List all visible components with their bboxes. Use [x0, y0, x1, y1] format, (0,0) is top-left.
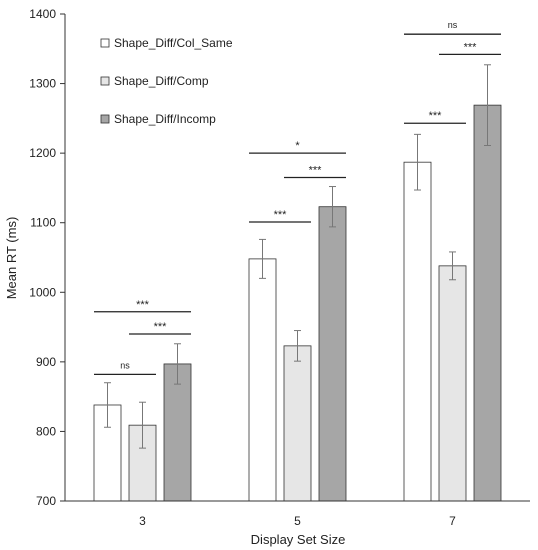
legend-label: Shape_Diff/Incomp [114, 112, 216, 126]
legend-swatch [100, 114, 110, 124]
bar [473, 104, 502, 502]
bar [248, 258, 277, 502]
significance-label: ns [448, 20, 458, 30]
x-tick-label: 5 [294, 514, 301, 528]
significance-label: *** [429, 110, 443, 122]
bar [438, 265, 467, 502]
x-tick-label: 7 [449, 514, 456, 528]
y-tick-label: 1200 [29, 146, 56, 160]
legend-swatch [100, 38, 110, 48]
legend-label: Shape_Diff/Col_Same [114, 36, 233, 50]
legend-label: Shape_Diff/Comp [114, 74, 209, 88]
y-axis-title: Mean RT (ms) [4, 217, 19, 300]
bar [403, 161, 432, 502]
significance-label: * [295, 140, 300, 152]
x-tick-label: 3 [139, 514, 146, 528]
y-tick-labels: 700 800 900 1000 1100 1200 1300 1400 [29, 7, 56, 508]
x-tick-labels: 3 5 7 [139, 514, 456, 528]
significance-label: ns [120, 360, 130, 370]
significance-label: *** [464, 41, 478, 53]
significance-label: *** [136, 299, 150, 311]
y-tick-label: 700 [36, 494, 56, 508]
significance-label: *** [154, 321, 168, 333]
y-tick-label: 1000 [29, 285, 56, 299]
y-tick-label: 800 [36, 424, 56, 438]
bar [318, 206, 347, 502]
bars [93, 104, 502, 502]
bar [283, 345, 312, 502]
y-tick-label: 900 [36, 355, 56, 369]
axes [60, 13, 530, 502]
legend: Shape_Diff/Col_Same Shape_Diff/Comp Shape_… [100, 36, 233, 126]
y-tick-label: 1100 [30, 216, 56, 230]
error-bars [104, 64, 491, 449]
y-tick-label: 1400 [29, 7, 56, 21]
x-axis-title: Display Set Size [251, 532, 346, 547]
significance-label: *** [309, 164, 323, 176]
y-tick-label: 1300 [29, 77, 56, 91]
legend-swatch [100, 76, 110, 86]
significance-brackets: ns****************ns*** [94, 20, 501, 376]
significance-label: *** [274, 209, 288, 221]
